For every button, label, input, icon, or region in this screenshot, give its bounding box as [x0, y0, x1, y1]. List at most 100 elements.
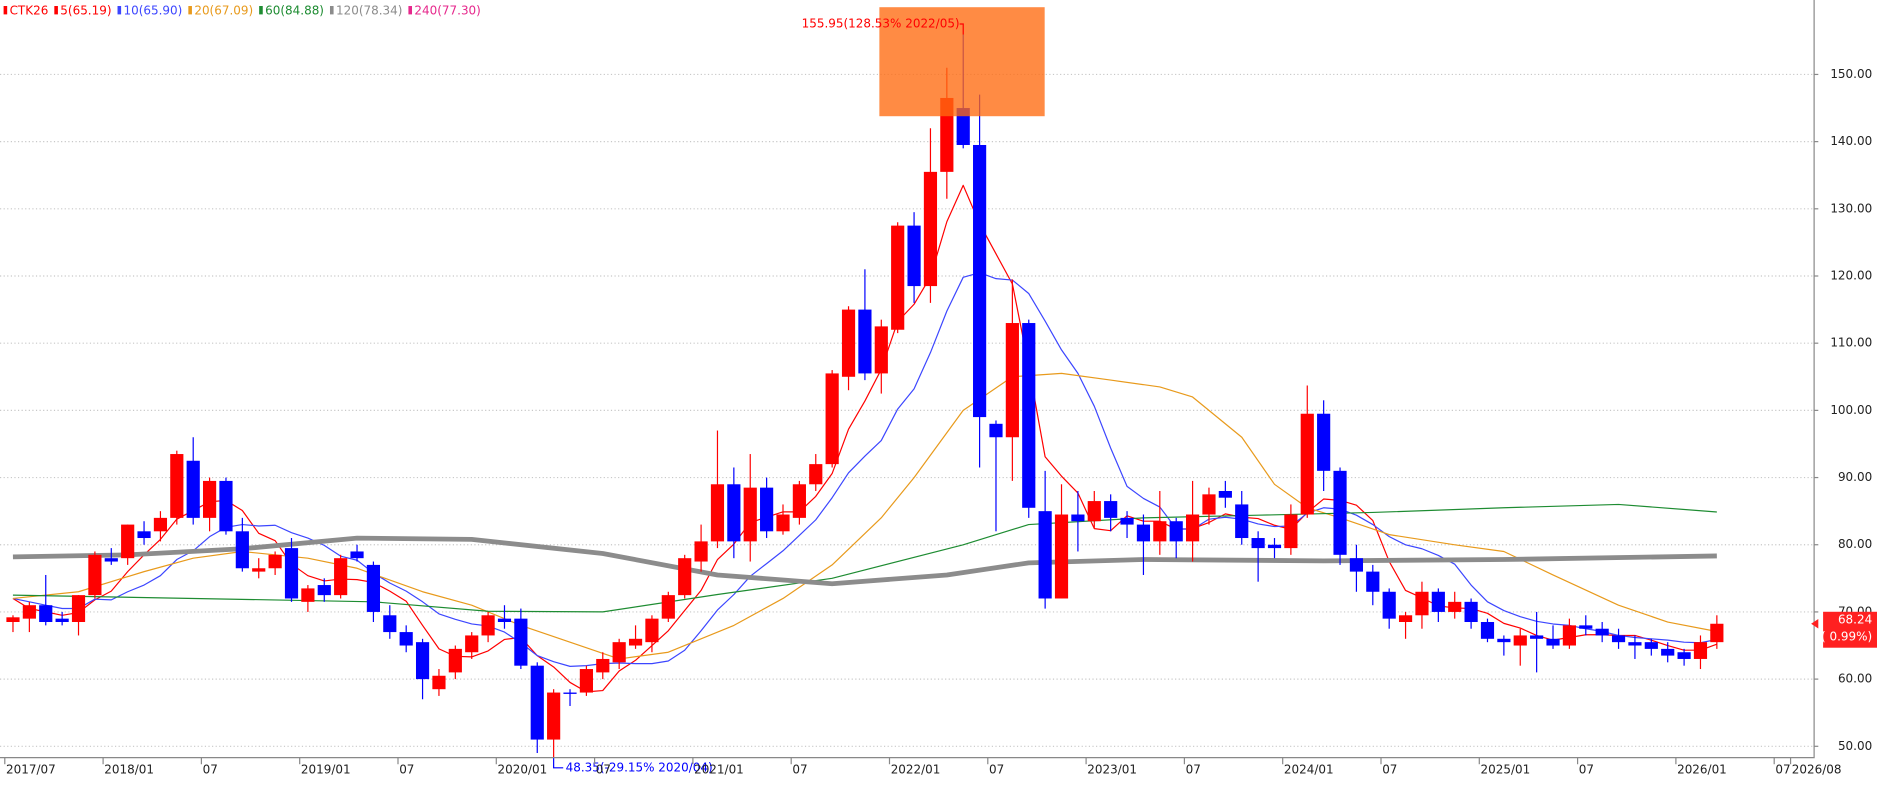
- candle-body: [514, 618, 528, 666]
- candle-body: [1546, 638, 1560, 646]
- legend-swatch: [188, 6, 192, 15]
- legend-label: 5(65.19): [60, 3, 111, 17]
- x-tick-label: 2022/01: [891, 763, 941, 777]
- legend-label: 120(78.34): [336, 3, 402, 17]
- candle-body: [743, 487, 757, 542]
- candle-body: [415, 642, 430, 680]
- candle-body: [219, 480, 233, 532]
- candle-body: [1104, 501, 1118, 518]
- x-tick-label: 07: [399, 763, 414, 777]
- x-tick-label: 2024/01: [1284, 763, 1334, 777]
- candle-body: [694, 541, 708, 562]
- candle-body: [530, 665, 544, 740]
- x-tick-label: 07: [1579, 763, 1594, 777]
- candle-body: [760, 487, 774, 532]
- legend-label: 10(65.90): [124, 3, 183, 17]
- candle-body: [645, 618, 659, 643]
- legend-label: 60(84.88): [265, 3, 324, 17]
- candle-body: [1054, 514, 1069, 599]
- candle-body: [940, 97, 954, 172]
- candle-body: [1530, 635, 1544, 639]
- x-tick-label: 2025/01: [1480, 763, 1530, 777]
- candle-body: [252, 568, 266, 572]
- y-tick-label: 140.00: [1830, 134, 1872, 148]
- candle-body: [1005, 323, 1019, 438]
- candle-body: [202, 480, 217, 518]
- price-tag: [1823, 611, 1877, 648]
- legend-swatch: [117, 6, 122, 15]
- candle-body: [88, 554, 102, 596]
- candle-body: [547, 692, 561, 740]
- candle-body: [1038, 511, 1052, 599]
- candle-body: [727, 484, 741, 542]
- x-tick-label: 2026/01: [1677, 763, 1727, 777]
- candle-body: [71, 595, 86, 623]
- candle-body: [1366, 571, 1380, 592]
- candle-body: [448, 648, 462, 673]
- candle-body: [1022, 323, 1036, 508]
- candle-body: [121, 524, 135, 559]
- candle-body: [1333, 470, 1347, 555]
- candle-body: [1267, 544, 1282, 549]
- candle-body: [1464, 601, 1478, 623]
- candle-body: [579, 669, 593, 693]
- y-tick-label: 120.00: [1830, 269, 1872, 283]
- candle-body: [1415, 591, 1429, 616]
- candle-body: [891, 225, 905, 330]
- x-tick-label: 07: [203, 763, 218, 777]
- x-tick-label: 07: [596, 763, 611, 777]
- candle-body: [1628, 642, 1642, 646]
- candle-body: [825, 373, 839, 465]
- candle-body: [1611, 635, 1626, 643]
- candle-body: [1644, 642, 1658, 649]
- candle-body: [1235, 504, 1249, 539]
- ma-line: [12, 535, 1717, 587]
- candle-body: [399, 632, 413, 646]
- candle-body: [1284, 514, 1298, 549]
- candle-body: [874, 326, 888, 374]
- candle-body: [628, 638, 643, 646]
- x-tick-label: 2020/01: [497, 763, 547, 777]
- candle-body: [907, 225, 921, 287]
- candle-body: [1480, 622, 1495, 639]
- candle-body: [268, 554, 282, 569]
- candle-body: [1202, 494, 1216, 515]
- candle-body: [1497, 638, 1511, 643]
- candle-body: [1661, 648, 1675, 656]
- candle-body: [137, 531, 151, 539]
- candle-body: [923, 171, 938, 287]
- legend-swatch: [3, 6, 8, 15]
- candle-body: [989, 423, 1003, 438]
- candle-body: [596, 658, 610, 673]
- candle-body: [301, 588, 315, 602]
- candle-body: [6, 617, 20, 623]
- legend-label: CTK26: [10, 3, 49, 17]
- candle-body: [563, 692, 577, 694]
- candle-body: [661, 595, 675, 619]
- candle-body: [153, 517, 168, 532]
- candle-body: [383, 615, 397, 633]
- annotation: 155.95(128.53% 2022/05): [802, 16, 960, 30]
- candle-body: [792, 484, 806, 518]
- price-tag-change: ( 0.99%): [1821, 629, 1872, 643]
- overlay: 155.95(128.53% 2022/05) 48.35(-29.15% 202…: [553, 7, 1045, 774]
- candle-body: [497, 618, 512, 623]
- candle-body: [1562, 625, 1576, 646]
- candle-body: [1677, 652, 1691, 659]
- candle-body: [841, 309, 856, 377]
- legend: CTK26 5(65.19) 10(65.90) 20(67.09) 60(84.88)…: [3, 3, 481, 17]
- candle-body: [1693, 642, 1708, 659]
- candle-body: [1071, 514, 1085, 522]
- candle-body: [776, 514, 790, 532]
- candle-body: [1251, 538, 1265, 549]
- x-tick-label: 2023/01: [1087, 763, 1137, 777]
- y-tick-label: 60.00: [1838, 672, 1872, 686]
- candle-body: [1136, 524, 1151, 542]
- axes: 50.0060.0070.0080.0090.00100.00110.00120…: [4, 67, 1877, 777]
- x-tick-label: 07: [1775, 763, 1790, 777]
- x-tick-label: 07: [1186, 763, 1201, 777]
- x-tick-label: 07: [989, 763, 1004, 777]
- candle-body: [317, 585, 331, 596]
